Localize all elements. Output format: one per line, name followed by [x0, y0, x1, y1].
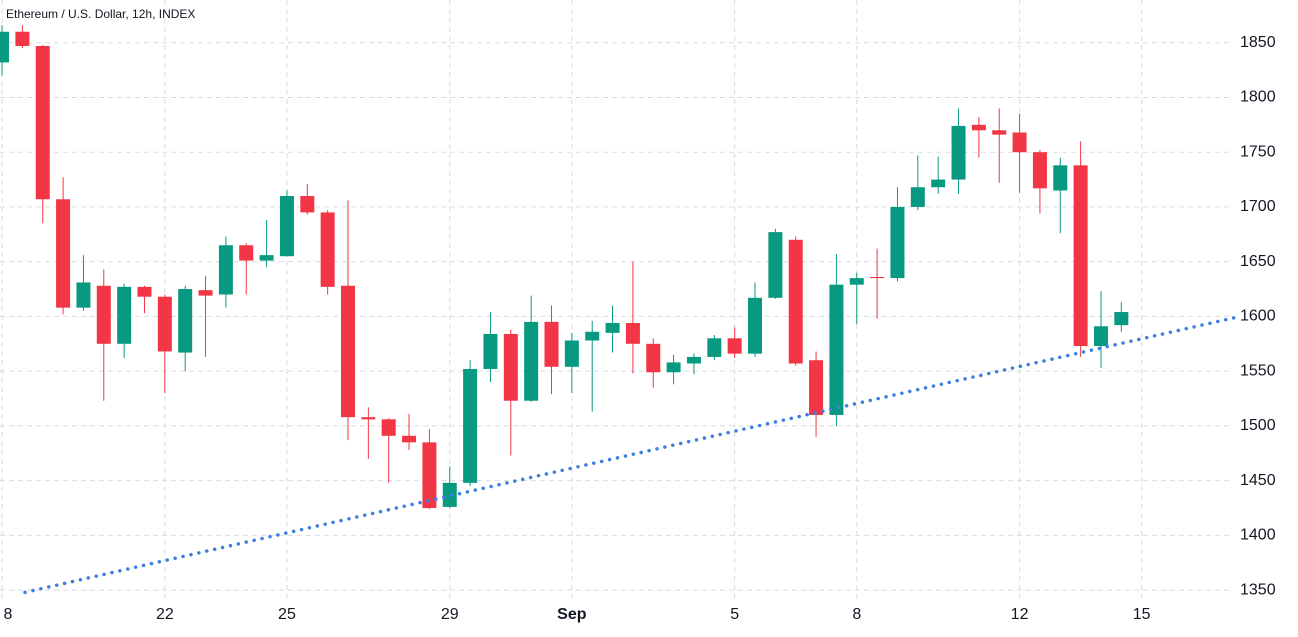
candle-body — [239, 245, 254, 261]
candle-body — [870, 277, 885, 279]
candle-body — [1032, 152, 1047, 189]
candle-body — [117, 286, 132, 344]
candle-body — [76, 282, 91, 308]
candle-body — [279, 195, 294, 257]
candle-body — [35, 45, 50, 200]
x-tick-label: 5 — [730, 606, 739, 623]
candle-body — [849, 278, 864, 285]
candle-body — [1053, 165, 1068, 191]
candle-body — [1012, 132, 1027, 153]
candle-body — [402, 435, 417, 443]
candle-body — [585, 331, 600, 341]
candle-body — [300, 195, 315, 213]
x-tick-label: 8 — [4, 606, 13, 623]
candle-body — [442, 482, 457, 507]
candle-body — [0, 31, 10, 63]
candle-body — [971, 124, 986, 131]
y-tick-label: 1800 — [1240, 89, 1276, 106]
candle-body — [788, 239, 803, 364]
x-tick-label: Sep — [557, 606, 587, 623]
y-tick-label: 1500 — [1240, 417, 1276, 434]
y-tick-label: 1400 — [1240, 527, 1276, 544]
candle-body — [992, 130, 1007, 135]
y-tick-label: 1350 — [1240, 581, 1276, 598]
candle-body — [503, 333, 518, 401]
candle-body — [96, 285, 111, 344]
candle-body — [137, 286, 152, 297]
candle-body — [931, 179, 946, 188]
candle-body — [56, 199, 71, 308]
candle-body — [829, 284, 844, 415]
candle-body — [646, 343, 661, 373]
candle-body — [198, 290, 213, 296]
candle-body — [625, 322, 640, 344]
x-tick-label: 15 — [1133, 606, 1151, 623]
candle-body — [320, 212, 335, 287]
candle-body — [259, 255, 274, 261]
chart-title: Ethereum / U.S. Dollar, 12h, INDEX — [6, 7, 195, 21]
x-tick-label: 25 — [278, 606, 296, 623]
candle-body — [707, 338, 722, 357]
candle-body — [544, 321, 559, 367]
candle-body — [422, 442, 437, 509]
y-tick-label: 1650 — [1240, 253, 1276, 270]
y-tick-label: 1550 — [1240, 362, 1276, 379]
candle-body — [463, 368, 478, 483]
candle-body — [748, 297, 763, 354]
candle-body — [666, 362, 681, 373]
y-tick-label: 1850 — [1240, 34, 1276, 51]
candle-body — [1073, 165, 1088, 346]
candle-body — [686, 356, 701, 364]
x-tick-label: 12 — [1011, 606, 1029, 623]
candle-body — [564, 340, 579, 367]
x-tick-label: 29 — [441, 606, 459, 623]
y-tick-label: 1450 — [1240, 472, 1276, 489]
y-tick-label: 1700 — [1240, 198, 1276, 215]
candle-body — [178, 289, 193, 353]
y-tick-label: 1600 — [1240, 308, 1276, 325]
candle-body — [361, 417, 376, 420]
candle-body — [381, 419, 396, 436]
y-tick-label: 1750 — [1240, 143, 1276, 160]
candle-body — [340, 285, 355, 418]
candle-body — [727, 338, 742, 354]
trendline — [23, 315, 1238, 595]
candle-body — [524, 321, 539, 401]
candle-body — [218, 245, 233, 295]
candle-body — [951, 125, 966, 180]
candle-body — [1114, 312, 1129, 326]
candle-body — [910, 187, 925, 207]
candle-body — [1093, 326, 1108, 346]
candle-body — [809, 360, 824, 415]
candle-body — [890, 206, 905, 279]
candle-body — [768, 232, 783, 298]
x-tick-label: 8 — [852, 606, 861, 623]
x-tick-label: 22 — [156, 606, 174, 623]
candle-body — [157, 296, 172, 352]
candle-body — [605, 322, 620, 333]
candle-body — [15, 31, 30, 46]
candle-body — [483, 333, 498, 369]
